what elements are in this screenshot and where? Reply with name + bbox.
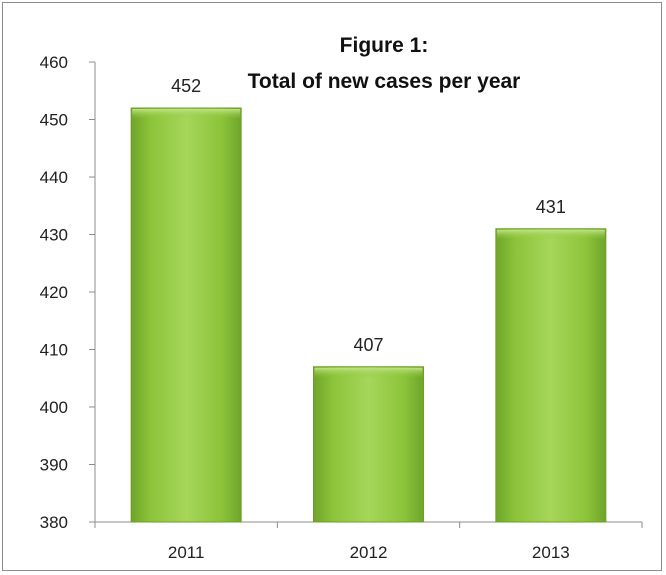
data-label-2012: 407: [353, 335, 383, 355]
y-tick-label: 380: [40, 513, 68, 532]
y-tick-label: 390: [40, 456, 68, 475]
bar-highlight: [132, 109, 241, 119]
x-tick-label: 2013: [532, 543, 570, 562]
y-tick-label: 440: [40, 168, 68, 187]
x-tick-label: 2011: [168, 543, 205, 562]
y-tick-label: 460: [40, 53, 68, 72]
y-tick-label: 420: [40, 283, 68, 302]
bars: 452 407 431: [130, 76, 607, 523]
y-axis: 380 390 400 410 420 430 440 450 460: [40, 53, 96, 532]
chart-subtitle: Total of new cases per year: [248, 70, 521, 93]
data-label-2013: 431: [536, 197, 566, 217]
y-tick-label: 400: [40, 398, 68, 417]
bar-2012: [313, 366, 424, 523]
bar-highlight: [496, 229, 605, 240]
x-axis: 2011 2012 2013: [94, 521, 643, 562]
y-tick-label: 410: [40, 341, 68, 360]
bar-2011: [130, 107, 242, 523]
y-tick-label: 450: [40, 111, 68, 130]
bar-2013: [495, 228, 607, 523]
chart-title: Figure 1:: [340, 34, 429, 57]
bar-highlight: [314, 367, 423, 378]
x-tick-label: 2012: [350, 543, 388, 562]
y-tick-label: 430: [40, 226, 68, 245]
data-label-2011: 452: [171, 76, 201, 96]
